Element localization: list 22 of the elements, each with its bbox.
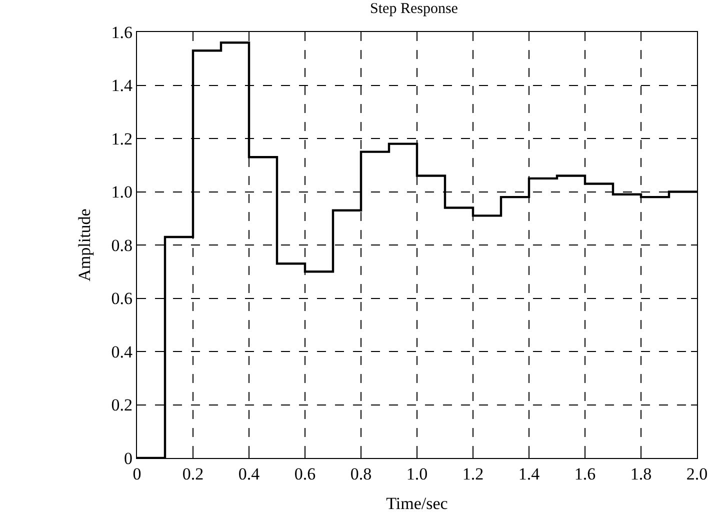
y-axis-title: Amplitude [74,208,94,282]
y-tick-label: 0.8 [111,236,132,255]
x-tick-label: 2.0 [686,464,708,484]
x-axis-title: Time/sec [386,494,448,513]
y-tick-label: 1.6 [111,22,132,42]
y-tick-label: 0 [124,448,132,468]
x-tick-label: 0.6 [294,464,316,484]
x-tick-label: 0.4 [238,464,260,484]
x-tick-label: 0.2 [182,464,204,484]
x-tick-label: 1.4 [518,464,540,484]
y-tick-label: 1.0 [111,182,132,202]
x-tick-label: 1.8 [630,464,652,484]
y-tick-label: 1.4 [111,76,133,96]
x-tick-label: 1.6 [574,464,596,484]
x-tick-label: 1.2 [462,464,484,484]
y-tick-label: 0.2 [111,396,132,415]
y-tick-label: 1.2 [111,129,132,148]
y-tick-label: 0.4 [111,342,133,362]
x-tick-label: 1.0 [406,464,428,484]
x-tick-label: 0.8 [350,464,372,484]
y-tick-label: 0.6 [111,289,132,308]
chart-title: Step Response [370,1,458,18]
